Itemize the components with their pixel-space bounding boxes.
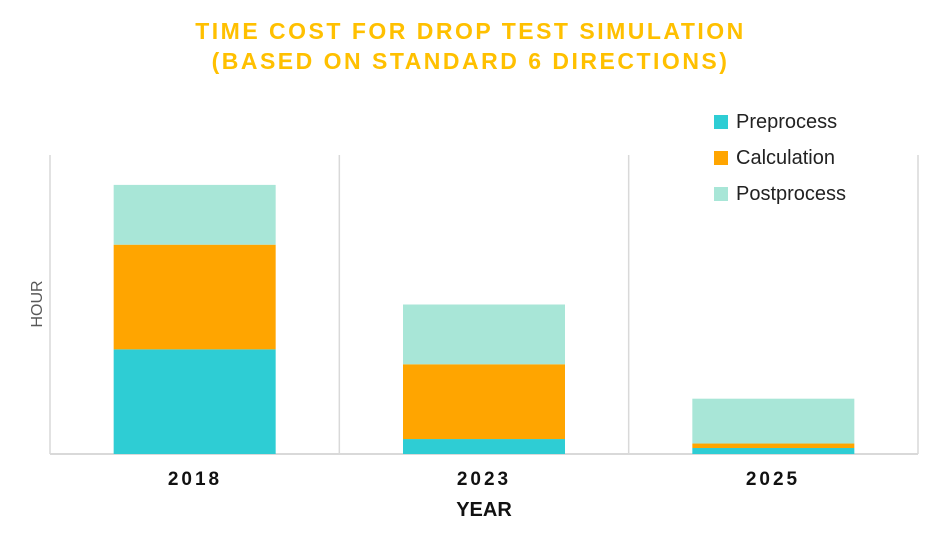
- bar-calculation-2025: [692, 443, 855, 449]
- legend-swatch: [714, 187, 728, 201]
- x-axis-title: YEAR: [456, 499, 512, 521]
- bar-calculation-2023: [403, 364, 565, 440]
- x-tick-label: 2023: [456, 469, 512, 490]
- legend-label: Preprocess: [736, 110, 838, 133]
- legend-label: Postprocess: [736, 182, 847, 205]
- bar-preprocess-2025: [692, 448, 855, 454]
- bar-preprocess-2023: [403, 439, 565, 454]
- legend-swatch: [714, 115, 728, 129]
- legend-item-postprocess: Postprocess: [714, 176, 846, 212]
- bar-preprocess-2018: [113, 349, 276, 454]
- bar-postprocess-2018: [113, 184, 276, 245]
- chart-title-line-1: TIME COST FOR DROP TEST SIMULATION: [195, 18, 746, 44]
- x-tick-label: 2025: [745, 469, 801, 490]
- chart-title-line-2: (BASED ON STANDARD 6 DIRECTIONS): [211, 48, 730, 74]
- legend-item-preprocess: Preprocess: [714, 104, 846, 140]
- bar-calculation-2018: [113, 244, 276, 350]
- bar-postprocess-2023: [403, 304, 565, 365]
- y-axis-title: HOUR: [29, 280, 46, 328]
- legend-item-calculation: Calculation: [714, 140, 846, 176]
- legend-swatch: [714, 151, 728, 165]
- legend: Preprocess Calculation Postprocess: [714, 104, 846, 212]
- legend-label: Calculation: [736, 146, 835, 169]
- bar-postprocess-2025: [692, 398, 855, 444]
- x-tick-label: 2018: [167, 469, 223, 490]
